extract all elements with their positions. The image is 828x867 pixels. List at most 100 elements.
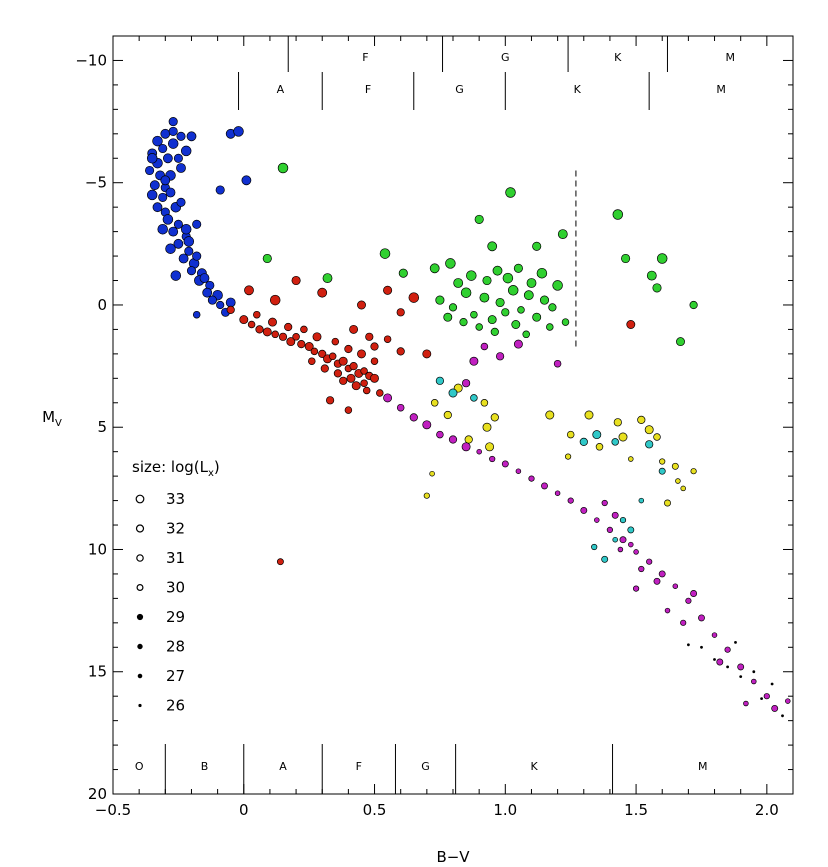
data-point — [770, 682, 774, 686]
data-point — [328, 352, 337, 361]
data-point — [398, 268, 408, 278]
data-point — [739, 675, 743, 678]
data-point — [763, 693, 770, 700]
data-point — [552, 280, 563, 291]
x-tick-label: 1.0 — [493, 801, 517, 819]
y-tick-label: −5 — [85, 174, 107, 192]
bottom-band-label: A — [279, 760, 287, 773]
data-point — [584, 410, 594, 420]
data-point — [487, 241, 498, 252]
data-point — [638, 565, 645, 573]
top-outer-band-label: G — [501, 51, 510, 64]
data-point — [271, 330, 279, 339]
data-point — [300, 325, 308, 334]
data-point — [160, 175, 171, 186]
data-point — [523, 290, 534, 301]
data-point — [492, 265, 503, 276]
data-point — [168, 126, 178, 136]
data-point — [594, 517, 600, 523]
legend-marker — [137, 643, 143, 650]
data-point — [192, 251, 202, 261]
data-point — [752, 670, 756, 674]
data-point — [429, 470, 435, 477]
data-point — [429, 263, 440, 274]
data-point — [233, 126, 244, 137]
data-point — [202, 287, 213, 298]
data-point — [268, 317, 277, 327]
data-point — [579, 437, 588, 446]
data-point — [653, 433, 661, 441]
data-point — [490, 327, 499, 336]
data-point — [591, 543, 598, 551]
data-point — [326, 396, 335, 405]
data-point — [522, 330, 530, 339]
data-point — [152, 135, 163, 147]
data-point — [501, 308, 510, 317]
data-point — [255, 325, 264, 334]
data-point — [539, 295, 550, 305]
data-point — [186, 131, 197, 142]
data-point — [239, 315, 249, 325]
data-point — [157, 223, 168, 235]
data-point — [567, 497, 574, 504]
data-point — [453, 278, 464, 288]
data-point — [619, 536, 627, 544]
x-tick-label: −0.5 — [95, 801, 131, 819]
bottom-band-label: O — [135, 760, 144, 773]
bottom-band-label: G — [421, 760, 430, 773]
data-point — [689, 300, 698, 310]
x-tick-label: 2.0 — [755, 801, 779, 819]
data-point — [664, 607, 671, 614]
data-point — [646, 558, 653, 565]
data-point — [644, 425, 654, 435]
data-point — [652, 283, 662, 293]
data-point — [633, 549, 639, 555]
legend-marker — [137, 673, 143, 679]
data-point — [318, 349, 327, 358]
data-point — [548, 303, 557, 312]
data-point — [532, 312, 542, 322]
data-point — [168, 226, 179, 237]
data-point — [680, 619, 687, 626]
data-point — [445, 258, 456, 269]
data-point — [676, 337, 685, 347]
data-point — [422, 349, 432, 359]
data-point — [215, 185, 225, 195]
data-point — [192, 219, 202, 229]
data-point — [430, 399, 439, 407]
data-point — [320, 364, 329, 373]
data-point — [532, 241, 542, 251]
data-point — [619, 516, 627, 524]
data-point — [162, 153, 173, 164]
data-point — [617, 546, 624, 553]
y-tick-label: 20 — [88, 785, 107, 803]
data-point — [513, 263, 523, 273]
data-point — [680, 485, 686, 492]
data-point — [284, 322, 293, 332]
legend: size: log(Lx) 33 32 31 30 29 28 27 26 — [132, 458, 220, 715]
data-point — [511, 320, 521, 329]
data-point — [448, 303, 458, 312]
data-point — [724, 646, 731, 653]
data-point — [557, 229, 568, 240]
data-point — [526, 278, 537, 288]
data-point — [376, 389, 384, 397]
data-point — [173, 153, 183, 163]
data-point — [158, 143, 168, 154]
data-point — [365, 332, 374, 341]
data-point — [145, 165, 155, 176]
data-point — [760, 697, 763, 700]
data-point — [475, 323, 483, 331]
data-point — [462, 379, 471, 388]
data-point — [435, 295, 445, 305]
data-point — [490, 413, 499, 422]
data-point — [480, 399, 489, 407]
data-point — [278, 332, 288, 341]
data-point — [339, 376, 348, 385]
data-point — [601, 555, 609, 563]
data-point — [216, 300, 225, 310]
top-outer-band-label: F — [362, 51, 368, 64]
data-point — [716, 658, 724, 666]
data-point — [360, 379, 368, 387]
bottom-band-label: K — [530, 760, 538, 773]
